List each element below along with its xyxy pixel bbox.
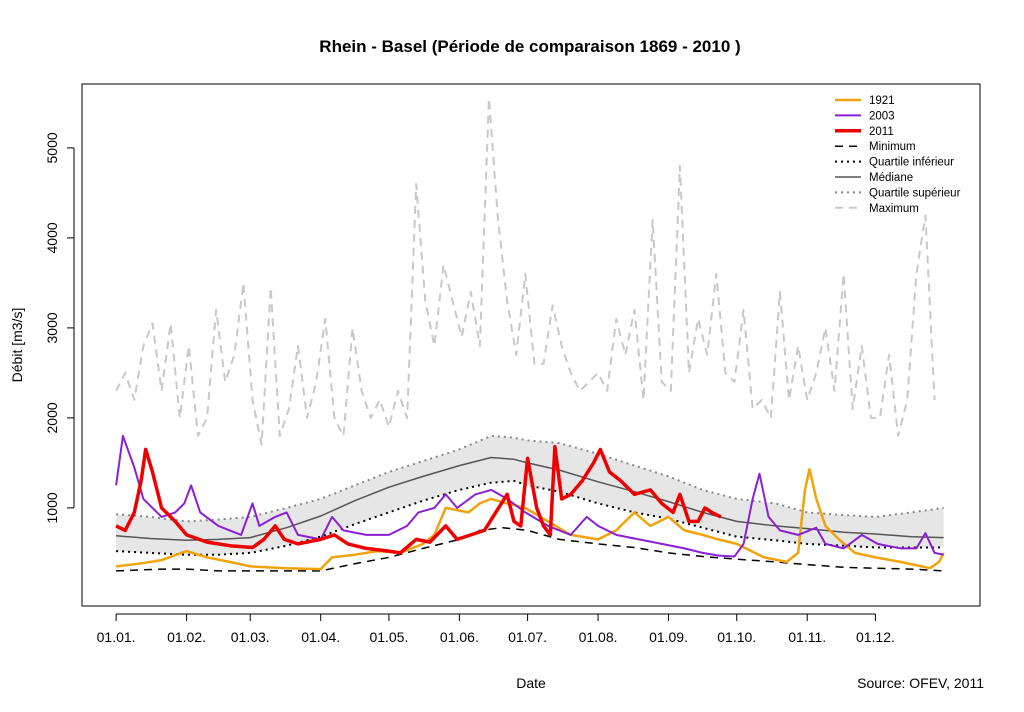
y-tick-label: 3000	[44, 312, 60, 343]
source-note: Source: OFEV, 2011	[857, 675, 984, 691]
y-tick-label: 4000	[44, 222, 60, 253]
x-tick-label: 01.01.	[97, 629, 136, 645]
legend-label: Maximum	[869, 203, 919, 215]
legend-label: Médiane	[869, 172, 913, 184]
x-tick-label: 01.08.	[579, 629, 618, 645]
legend-label: 1921	[869, 95, 895, 107]
x-tick-label: 01.10.	[717, 629, 756, 645]
series-line-maximum	[115, 97, 936, 446]
series-line-quartile-inferieur	[116, 479, 944, 556]
y-axis: 1000 2000 3000 4000 5000	[44, 132, 75, 523]
x-tick-label: 01.04.	[301, 629, 340, 645]
legend-label: Quartile supérieur	[869, 187, 961, 199]
x-tick-label: 01.12.	[856, 629, 895, 645]
legend: 1921 2003 2011 Minimum Quartile inférieur Méd…	[835, 95, 961, 215]
x-tick-label: 01.07.	[508, 629, 547, 645]
x-tick-label: 01.02.	[167, 629, 206, 645]
legend-label: Quartile inférieur	[869, 157, 954, 169]
series-line-2011	[115, 444, 722, 555]
x-tick-label: 01.06.	[440, 629, 479, 645]
quartile-band	[116, 435, 944, 555]
x-tick-label: 01.03.	[231, 629, 270, 645]
interquartile-area	[116, 435, 944, 555]
legend-label: 2003	[869, 110, 895, 122]
y-axis-label: Débit [m3/s]	[9, 308, 25, 383]
series-line-1921	[115, 467, 945, 571]
x-axis: 01.01. 01.02. 01.03. 01.04. 01.05. 01.06. 01.0…	[97, 613, 895, 645]
x-tick-label: 01.05.	[369, 629, 408, 645]
x-tick-label: 01.09.	[649, 629, 688, 645]
y-tick-label: 1000	[44, 492, 60, 523]
x-axis-label: Date	[516, 675, 546, 691]
legend-label: 2011	[869, 126, 894, 138]
plot-frame	[81, 83, 981, 607]
x-tick-label: 01.11.	[788, 629, 826, 645]
y-tick-label: 2000	[44, 402, 60, 433]
chart-title: Rhein - Basel (Période de comparaison 18…	[319, 37, 740, 56]
series-line-minimum	[116, 526, 944, 572]
y-tick-label: 5000	[44, 132, 60, 163]
legend-label: Minimum	[869, 141, 916, 153]
